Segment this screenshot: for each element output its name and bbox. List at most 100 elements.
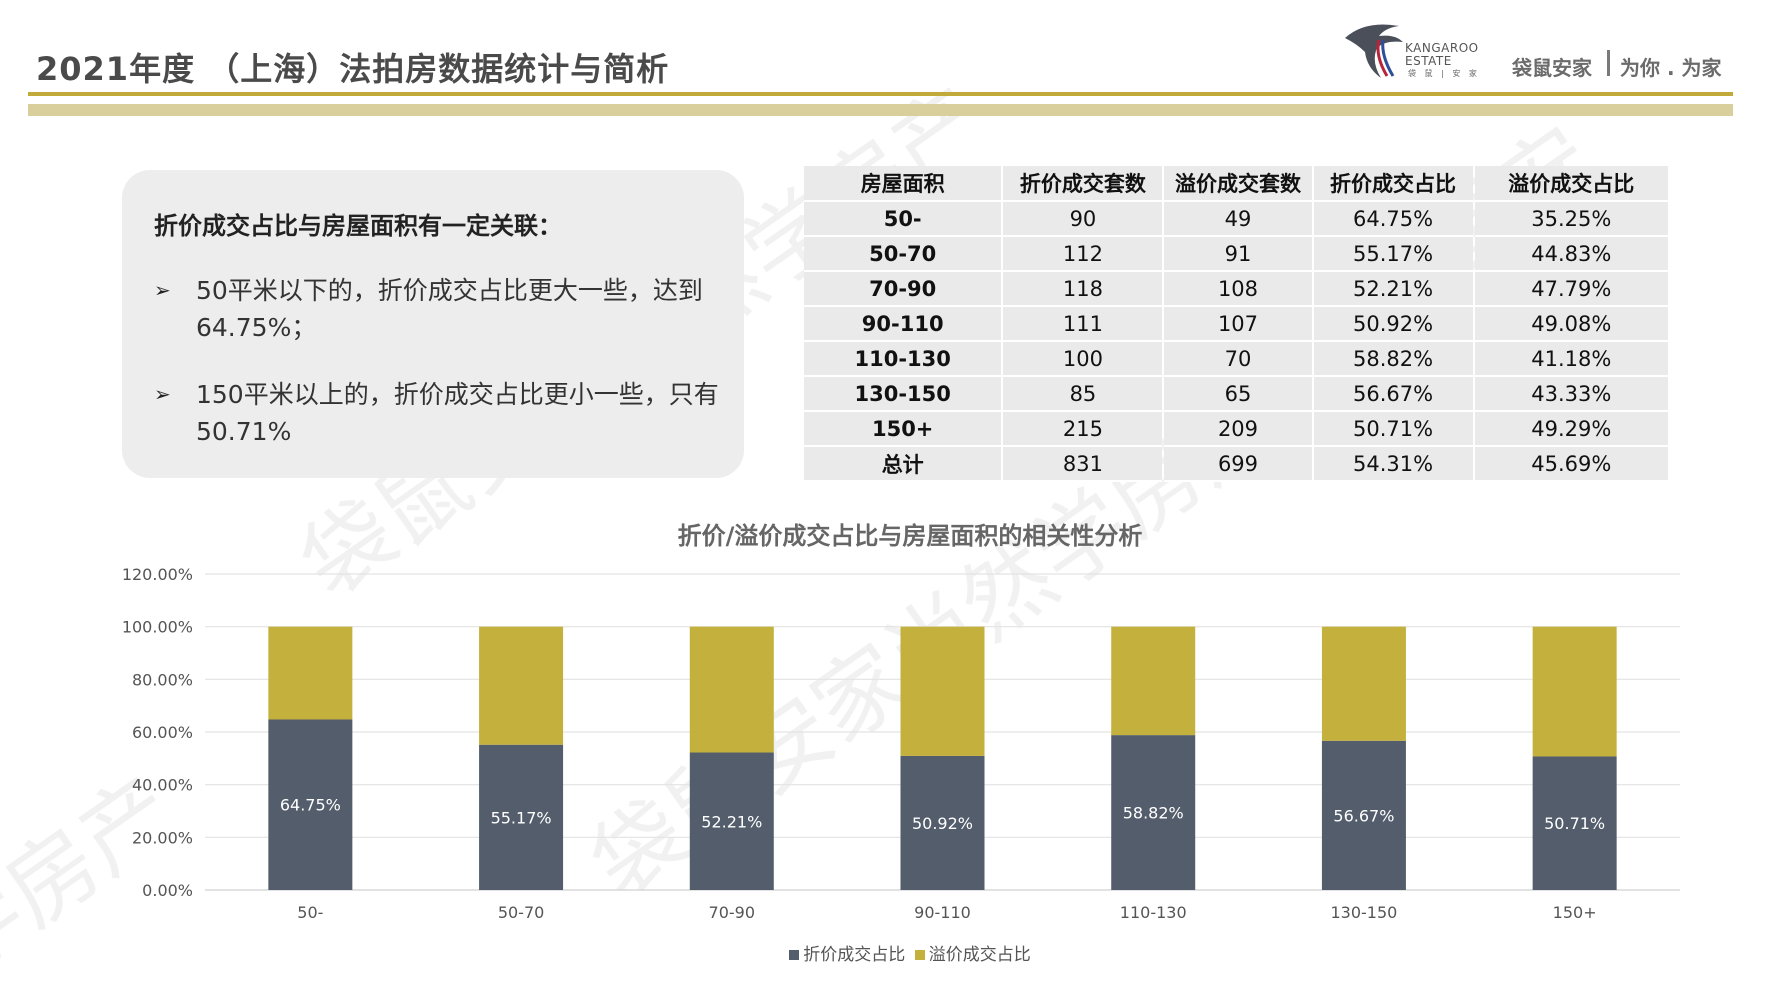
summary-bullet-text: 50平米以下的，折价成交占比更大一些，达到64.75%； bbox=[196, 276, 703, 342]
data-label: 50.92% bbox=[912, 814, 973, 833]
table-cell: 49 bbox=[1164, 202, 1312, 237]
brand-name: 袋鼠安家 bbox=[1512, 56, 1592, 80]
arrow-bullet-icon: ➢ bbox=[154, 382, 171, 406]
table-row: 130-150 85 65 56.67% 43.33% bbox=[804, 377, 1668, 412]
data-label: 56.67% bbox=[1333, 806, 1394, 825]
table-cell: 55.17% bbox=[1313, 237, 1473, 272]
table-cell: 43.33% bbox=[1474, 377, 1668, 412]
y-tick-label: 20.00% bbox=[132, 828, 193, 847]
bar-discount bbox=[268, 719, 353, 890]
table-row: 70-90 118 108 52.21% 47.79% bbox=[804, 272, 1668, 307]
table-cell: 50.71% bbox=[1313, 412, 1473, 447]
table-cell: 58.82% bbox=[1313, 342, 1473, 377]
bar-premium bbox=[268, 626, 353, 720]
table-cell: 107 bbox=[1164, 307, 1312, 342]
y-tick-label: 120.00% bbox=[122, 565, 193, 584]
table-cell: 90-110 bbox=[804, 307, 1002, 342]
data-label: 64.75% bbox=[280, 796, 341, 815]
table-cell: 831 bbox=[1003, 447, 1163, 482]
legend-swatch bbox=[789, 950, 800, 960]
table-cell: 45.69% bbox=[1474, 447, 1668, 482]
y-tick-label: 60.00% bbox=[132, 723, 193, 742]
header-rule-thin bbox=[28, 92, 1733, 96]
table-cell: 50- bbox=[804, 202, 1002, 237]
chart-legend: 折价成交占比 溢价成交占比 bbox=[0, 940, 1778, 965]
table-cell: 54.31% bbox=[1313, 447, 1473, 482]
chart-title: 折价/溢价成交占比与房屋面积的相关性分析 bbox=[677, 522, 1143, 550]
table-cell: 52.21% bbox=[1313, 272, 1473, 307]
table-cell: 70 bbox=[1164, 342, 1312, 377]
legend-item: 溢价成交占比 bbox=[914, 940, 1031, 965]
table-cell: 35.25% bbox=[1474, 202, 1668, 237]
summary-bullet: ➢ 150平米以上的，折价成交占比更小一些，只有50.71% bbox=[154, 376, 724, 450]
data-table: 房屋面积 折价成交套数 溢价成交套数 折价成交占比 溢价成交占比 50- 90 … bbox=[802, 166, 1670, 482]
table-cell: 85 bbox=[1003, 377, 1163, 412]
table-cell: 112 bbox=[1003, 237, 1163, 272]
summary-box: 折价成交占比与房屋面积有一定关联： ➢ 50平米以下的，折价成交占比更大一些，达… bbox=[122, 170, 744, 478]
x-tick-label: 110-130 bbox=[1120, 903, 1187, 922]
table-cell: 91 bbox=[1164, 237, 1312, 272]
table-cell: 215 bbox=[1003, 412, 1163, 447]
legend-label: 溢价成交占比 bbox=[928, 945, 1031, 965]
legend-label: 折价成交占比 bbox=[803, 945, 906, 965]
table-cell: 150+ bbox=[804, 412, 1002, 447]
y-tick-label: 0.00% bbox=[142, 881, 193, 900]
bar-discount bbox=[900, 755, 985, 890]
table-cell: 41.18% bbox=[1474, 342, 1668, 377]
data-label: 58.82% bbox=[1123, 804, 1184, 823]
logo-wordmark-line1: KANGAROO bbox=[1405, 41, 1479, 55]
table-cell: 111 bbox=[1003, 307, 1163, 342]
bar-premium bbox=[900, 626, 985, 756]
bar-discount bbox=[1111, 735, 1196, 890]
logo-wordmark-line2: ESTATE bbox=[1405, 54, 1452, 68]
table-cell: 50.92% bbox=[1313, 307, 1473, 342]
table-cell: 50-70 bbox=[804, 237, 1002, 272]
table-row: 50- 90 49 64.75% 35.25% bbox=[804, 202, 1668, 237]
x-tick-label: 50- bbox=[297, 903, 323, 922]
header-rule-thick bbox=[28, 104, 1733, 116]
table-row: 90-110 111 107 50.92% 49.08% bbox=[804, 307, 1668, 342]
table-cell: 47.79% bbox=[1474, 272, 1668, 307]
brand-separator bbox=[1607, 50, 1610, 76]
bar-discount bbox=[479, 744, 564, 890]
table-header-cell: 折价成交套数 bbox=[1003, 166, 1163, 202]
table-header-cell: 溢价成交占比 bbox=[1474, 166, 1668, 202]
table-cell: 44.83% bbox=[1474, 237, 1668, 272]
table-row-total: 总计 831 699 54.31% 45.69% bbox=[804, 447, 1668, 482]
bar-premium bbox=[689, 626, 774, 753]
bar-discount bbox=[1532, 756, 1617, 890]
bar-premium bbox=[1532, 626, 1617, 757]
table-cell: 49.29% bbox=[1474, 412, 1668, 447]
table-row: 110-130 100 70 58.82% 41.18% bbox=[804, 342, 1668, 377]
data-label: 55.17% bbox=[491, 808, 552, 827]
table-cell: 65 bbox=[1164, 377, 1312, 412]
y-tick-label: 40.00% bbox=[132, 776, 193, 795]
legend-item: 折价成交占比 bbox=[789, 940, 905, 965]
y-tick-label: 100.00% bbox=[122, 618, 193, 637]
data-label: 52.21% bbox=[701, 812, 762, 831]
table-cell: 108 bbox=[1164, 272, 1312, 307]
y-tick-label: 80.00% bbox=[132, 670, 193, 689]
data-label: 50.71% bbox=[1544, 814, 1605, 833]
table-row: 150+ 215 209 50.71% 49.29% bbox=[804, 412, 1668, 447]
x-tick-label: 50-70 bbox=[498, 903, 545, 922]
table-header-cell: 溢价成交套数 bbox=[1164, 166, 1312, 202]
table-cell: 70-90 bbox=[804, 272, 1002, 307]
table-cell: 699 bbox=[1164, 447, 1312, 482]
table-header-cell: 折价成交占比 bbox=[1313, 166, 1473, 202]
table-header-cell: 房屋面积 bbox=[804, 166, 1002, 202]
bar-premium bbox=[1321, 626, 1406, 741]
bar-premium bbox=[479, 626, 564, 745]
stacked-bar-chart: 0.00% 20.00% 40.00% 60.00% 80.00% 100.00% 120.… bbox=[122, 565, 1680, 922]
summary-bullet: ➢ 50平米以下的，折价成交占比更大一些，达到64.75%； bbox=[154, 272, 724, 346]
x-tick-label: 150+ bbox=[1553, 903, 1597, 922]
x-tick-label: 70-90 bbox=[709, 903, 756, 922]
table-header-row: 房屋面积 折价成交套数 溢价成交套数 折价成交占比 溢价成交占比 bbox=[804, 166, 1668, 202]
x-tick-label: 90-110 bbox=[914, 903, 971, 922]
table-cell: 100 bbox=[1003, 342, 1163, 377]
summary-heading: 折价成交占比与房屋面积有一定关联： bbox=[154, 212, 562, 240]
bar-premium bbox=[1111, 626, 1196, 736]
summary-bullet-text: 150平米以上的，折价成交占比更小一些，只有50.71% bbox=[196, 380, 719, 446]
brand-slogan: 为你 . 为家 bbox=[1620, 56, 1722, 80]
table-cell: 110-130 bbox=[804, 342, 1002, 377]
